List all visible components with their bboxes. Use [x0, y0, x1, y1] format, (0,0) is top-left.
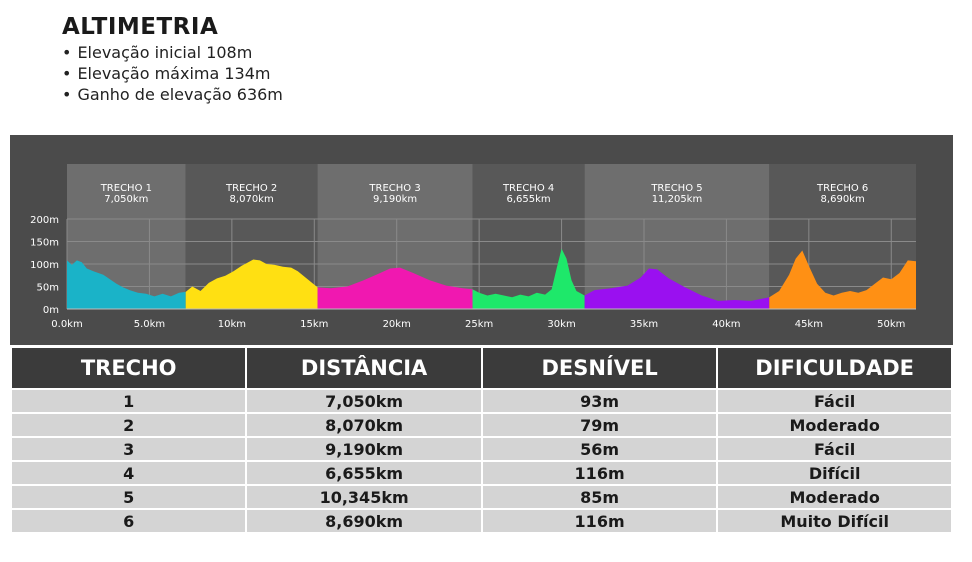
- cell-trecho: 2: [12, 414, 246, 436]
- y-tick-label: 150m: [30, 238, 59, 249]
- fact-max-elevation: Elevação máxima 134m: [62, 63, 283, 84]
- cell-desnivel: 116m: [482, 510, 717, 532]
- elevation-area-segment: [472, 248, 585, 309]
- cell-trecho: 3: [12, 438, 246, 460]
- segment-distance-label: 6,655km: [507, 194, 551, 205]
- cell-dificuldade: Fácil: [718, 438, 951, 460]
- x-tick-label: 25km: [465, 319, 493, 330]
- cell-distancia: 7,050km: [247, 390, 481, 412]
- y-tick-label: 100m: [30, 260, 59, 271]
- table-row: 1 7,050km 93m Fácil: [12, 390, 951, 412]
- table-header-row: TRECHO DISTÂNCIA DESNÍVEL DIFICULDADE: [12, 348, 951, 388]
- page-title: ALTIMETRIA: [62, 14, 219, 40]
- elevation-facts: Elevação inicial 108m Elevação máxima 13…: [62, 42, 283, 105]
- x-tick-label: 0.0km: [51, 319, 82, 330]
- table-row: 4 6,655km 116m Difícil: [12, 462, 951, 484]
- x-tick-label: 50km: [877, 319, 905, 330]
- elevation-area-segment: [317, 267, 473, 309]
- segment-title-label: TRECHO 1: [100, 183, 152, 194]
- cell-distancia: 10,345km: [247, 486, 481, 508]
- table-row: 5 10,345km 85m Moderado: [12, 486, 951, 508]
- cell-distancia: 6,655km: [247, 462, 481, 484]
- segment-title-label: TRECHO 6: [816, 183, 868, 194]
- elevation-area-segment: [185, 259, 318, 309]
- elevation-chart: TRECHO 1 7,050km TRECHO 2 8,070km TRECHO 3 9,…: [10, 135, 953, 345]
- segment-distance-label: 7,050km: [104, 194, 148, 205]
- col-desnivel: DESNÍVEL: [482, 348, 717, 388]
- col-distancia: DISTÂNCIA: [247, 348, 481, 388]
- cell-trecho: 1: [12, 390, 246, 412]
- cell-distancia: 8,690km: [247, 510, 481, 532]
- table-row: 3 9,190km 56m Fácil: [12, 438, 951, 460]
- stages-table: TRECHO DISTÂNCIA DESNÍVEL DIFICULDADE 1 …: [10, 346, 953, 534]
- fact-initial-elevation: Elevação inicial 108m: [62, 42, 283, 63]
- segment-title-label: TRECHO 4: [502, 183, 554, 194]
- y-tick-label: 50m: [37, 283, 59, 294]
- cell-distancia: 8,070km: [247, 414, 481, 436]
- cell-dificuldade: Muito Difícil: [718, 510, 951, 532]
- cell-desnivel: 79m: [482, 414, 717, 436]
- table-row: 2 8,070km 79m Moderado: [12, 414, 951, 436]
- elevation-chart-svg: TRECHO 17,050km TRECHO 28,070km TRECHO 39,…: [30, 164, 916, 330]
- x-tick-label: 35km: [630, 319, 658, 330]
- fact-elevation-gain: Ganho de elevação 636m: [62, 84, 282, 105]
- x-tick-label: 10km: [218, 319, 246, 330]
- cell-dificuldade: Moderado: [718, 414, 951, 436]
- cell-trecho: 4: [12, 462, 246, 484]
- elevation-area-segment: [584, 268, 770, 309]
- x-tick-label: 15km: [300, 319, 328, 330]
- cell-dificuldade: Moderado: [718, 486, 951, 508]
- segment-title-label: TRECHO 5: [650, 183, 702, 194]
- cell-dificuldade: Fácil: [718, 390, 951, 412]
- elevation-area-segment: [769, 250, 916, 309]
- y-tick-label: 200m: [30, 215, 59, 226]
- x-tick-label: 40km: [712, 319, 740, 330]
- y-tick-label: 0m: [43, 305, 59, 316]
- x-tick-label: 45km: [795, 319, 823, 330]
- col-trecho: TRECHO: [12, 348, 246, 388]
- cell-distancia: 9,190km: [247, 438, 481, 460]
- segment-distance-label: 9,190km: [373, 194, 417, 205]
- segment-distance-label: 8,690km: [821, 194, 865, 205]
- segment-distance-label: 8,070km: [230, 194, 274, 205]
- cell-trecho: 6: [12, 510, 246, 532]
- x-tick-label: 20km: [383, 319, 411, 330]
- cell-dificuldade: Difícil: [718, 462, 951, 484]
- table-row: 6 8,690km 116m Muito Difícil: [12, 510, 951, 532]
- segment-title-label: TRECHO 3: [368, 183, 420, 194]
- elevation-area-segment: [67, 260, 186, 309]
- x-tick-label: 30km: [547, 319, 575, 330]
- cell-desnivel: 116m: [482, 462, 717, 484]
- x-tick-label: 5.0km: [134, 319, 165, 330]
- segment-distance-label: 11,205km: [652, 194, 703, 205]
- cell-desnivel: 93m: [482, 390, 717, 412]
- segment-title-label: TRECHO 2: [225, 183, 277, 194]
- cell-trecho: 5: [12, 486, 246, 508]
- cell-desnivel: 85m: [482, 486, 717, 508]
- cell-desnivel: 56m: [482, 438, 717, 460]
- col-dificuldade: DIFICULDADE: [718, 348, 951, 388]
